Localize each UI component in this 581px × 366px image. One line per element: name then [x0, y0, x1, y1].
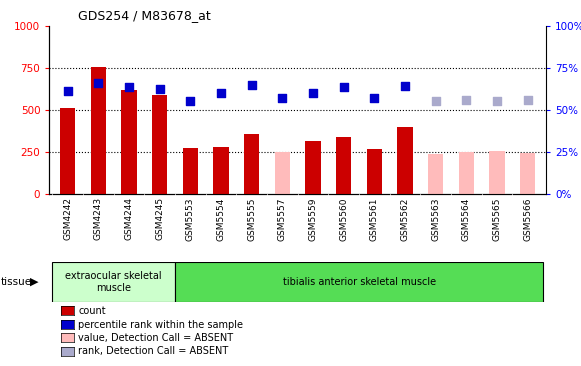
Bar: [244, 134, 260, 194]
Text: GSM5561: GSM5561: [370, 197, 379, 241]
Text: GSM4244: GSM4244: [124, 197, 134, 240]
Text: GSM5563: GSM5563: [431, 197, 440, 241]
Point: [493, 98, 502, 104]
Bar: [183, 148, 198, 194]
Text: percentile rank within the sample: percentile rank within the sample: [78, 320, 243, 329]
Text: tissue: tissue: [1, 277, 33, 287]
Point: [462, 97, 471, 102]
Point: [217, 90, 226, 96]
Text: GSM4242: GSM4242: [63, 197, 72, 240]
Point: [309, 90, 318, 96]
Bar: [459, 152, 474, 194]
Point: [155, 86, 164, 92]
Text: GSM5553: GSM5553: [186, 197, 195, 241]
Point: [370, 95, 379, 101]
Text: count: count: [78, 306, 106, 316]
Bar: [428, 154, 443, 194]
Bar: [520, 153, 536, 194]
Bar: [275, 152, 290, 194]
Text: GSM4243: GSM4243: [94, 197, 103, 240]
Text: GSM5562: GSM5562: [400, 197, 410, 241]
Bar: [489, 151, 505, 194]
Point: [400, 83, 410, 89]
Text: GSM5559: GSM5559: [309, 197, 318, 241]
Bar: [367, 149, 382, 194]
Text: GSM5554: GSM5554: [217, 197, 225, 241]
Bar: [213, 147, 229, 194]
Text: GDS254 / M83678_at: GDS254 / M83678_at: [78, 9, 211, 22]
Text: GSM5560: GSM5560: [339, 197, 348, 241]
Text: rank, Detection Call = ABSENT: rank, Detection Call = ABSENT: [78, 346, 229, 356]
Point: [63, 88, 73, 94]
Text: ▶: ▶: [30, 277, 39, 287]
Point: [124, 84, 134, 90]
Text: GSM5564: GSM5564: [462, 197, 471, 241]
Text: value, Detection Call = ABSENT: value, Detection Call = ABSENT: [78, 333, 234, 343]
Point: [523, 97, 532, 102]
Text: extraocular skeletal
muscle: extraocular skeletal muscle: [66, 271, 162, 293]
Text: GSM5566: GSM5566: [523, 197, 532, 241]
Bar: [336, 137, 352, 194]
Point: [431, 98, 440, 104]
Text: GSM5565: GSM5565: [493, 197, 501, 241]
Bar: [60, 108, 76, 194]
Bar: [397, 127, 413, 194]
Text: tibialis anterior skeletal muscle: tibialis anterior skeletal muscle: [282, 277, 436, 287]
Bar: [152, 95, 167, 194]
Bar: [91, 67, 106, 194]
Bar: [306, 141, 321, 194]
Point: [339, 84, 349, 90]
Bar: [52, 262, 175, 302]
Point: [94, 80, 103, 86]
Bar: [175, 262, 543, 302]
Text: GSM5557: GSM5557: [278, 197, 287, 241]
Bar: [121, 90, 137, 194]
Text: GSM4245: GSM4245: [155, 197, 164, 240]
Point: [186, 98, 195, 104]
Point: [278, 95, 287, 101]
Point: [247, 82, 256, 88]
Text: GSM5555: GSM5555: [248, 197, 256, 241]
